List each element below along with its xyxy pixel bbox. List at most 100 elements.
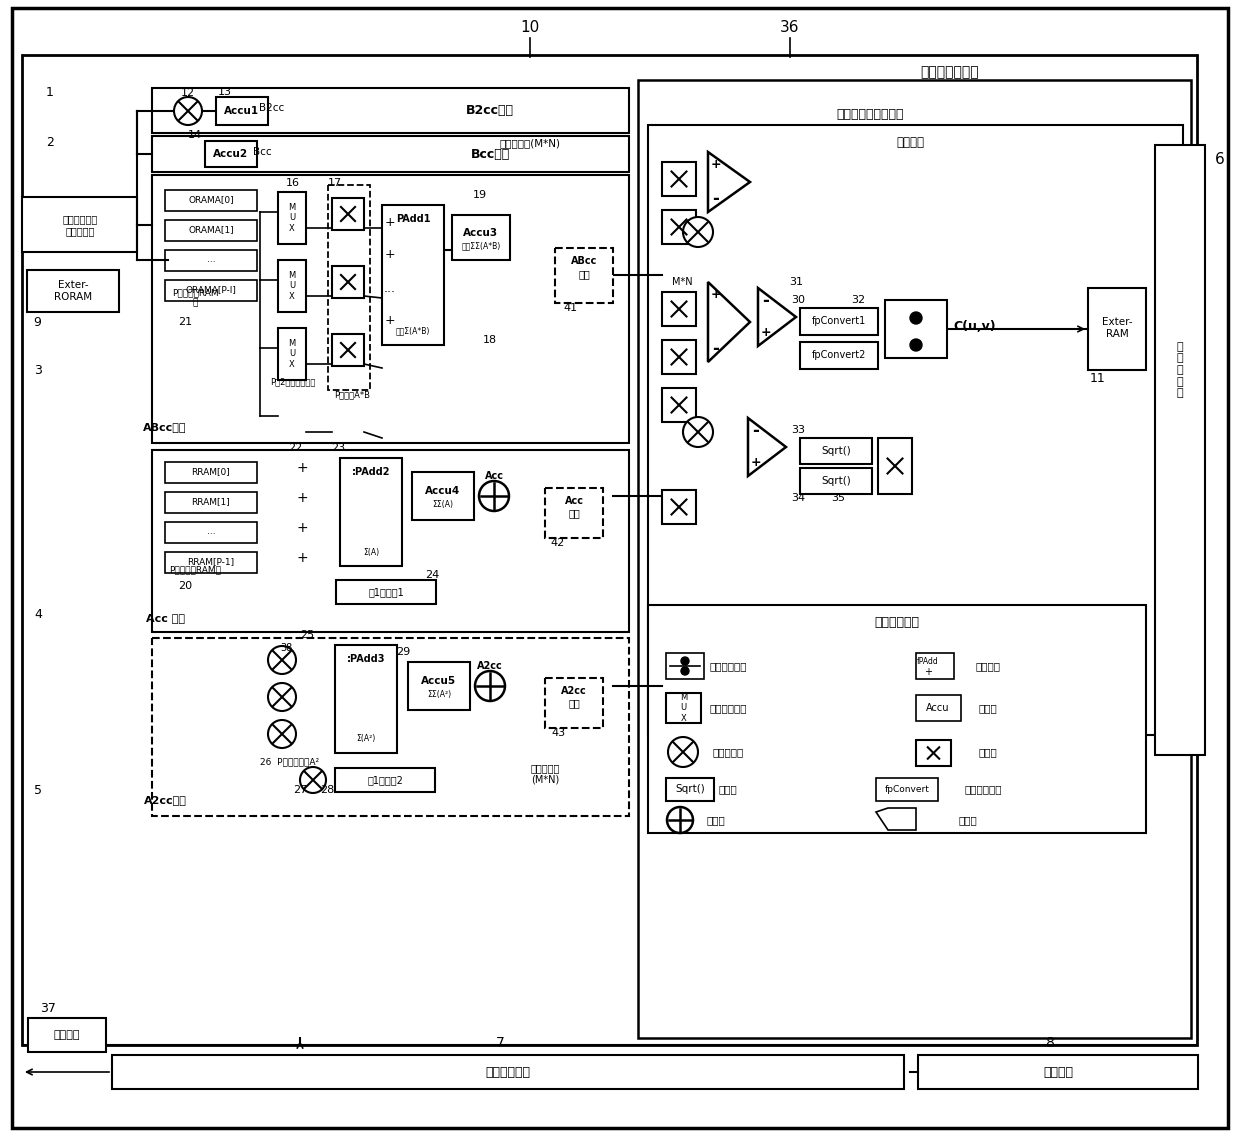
Text: 累加器: 累加器 [978, 702, 997, 713]
Text: 17: 17 [327, 178, 342, 188]
Text: +: + [711, 289, 722, 301]
Circle shape [268, 646, 296, 674]
Text: 38: 38 [280, 643, 293, 653]
Text: Σ(A): Σ(A) [363, 548, 379, 557]
Text: 28: 28 [320, 785, 334, 795]
Text: Accu5: Accu5 [422, 676, 456, 686]
Circle shape [681, 667, 689, 675]
Text: +: + [296, 521, 308, 535]
Text: 16: 16 [286, 178, 300, 188]
Text: -: - [763, 292, 770, 311]
Text: P个2输入多路选通: P个2输入多路选通 [270, 377, 316, 386]
Bar [453, 215, 510, 260]
Text: B2cc计算: B2cc计算 [466, 104, 515, 118]
Bar [332, 333, 365, 366]
Text: M
U
X: M U X [289, 272, 295, 301]
Text: 归一化相关系数计算: 归一化相关系数计算 [836, 109, 904, 121]
Bar [666, 693, 701, 723]
Bar [408, 662, 470, 711]
Bar [1087, 288, 1146, 370]
Bar [153, 136, 629, 172]
Bar [666, 653, 704, 678]
Text: RRAM[0]: RRAM[0] [192, 468, 231, 477]
Text: 模板图实时图
数据存储器: 模板图实时图 数据存储器 [62, 214, 98, 236]
Text: 33: 33 [791, 425, 805, 435]
Circle shape [268, 720, 296, 748]
Text: 19: 19 [472, 190, 487, 201]
Text: 6: 6 [1215, 152, 1225, 167]
Bar [639, 80, 1190, 1038]
Bar [22, 197, 136, 252]
Bar [662, 162, 696, 196]
Polygon shape [708, 282, 750, 362]
Text: 并加Σ(A*B): 并加Σ(A*B) [396, 327, 430, 336]
Bar [205, 141, 257, 167]
Text: Sqrt(): Sqrt() [675, 785, 704, 794]
Bar [336, 580, 436, 604]
Bar [662, 490, 696, 524]
Bar [165, 280, 257, 301]
Bar [662, 340, 696, 374]
Text: 18: 18 [482, 335, 497, 345]
Text: A2cc
缓冲: A2cc 缓冲 [562, 686, 587, 708]
Bar [666, 778, 714, 801]
Text: ΣΣ(A²): ΣΣ(A²) [427, 690, 451, 699]
Text: A2cc计算: A2cc计算 [144, 795, 186, 804]
Text: 求平方运算: 求平方运算 [712, 747, 744, 758]
Text: 34: 34 [791, 493, 805, 503]
Text: RRAM[1]: RRAM[1] [192, 497, 231, 507]
Bar [875, 778, 937, 801]
Text: 43: 43 [551, 728, 565, 738]
Text: fPAdd: fPAdd [918, 658, 939, 667]
Text: P个乘法A*B: P个乘法A*B [334, 391, 370, 400]
Text: ORAMA[1]: ORAMA[1] [188, 226, 234, 235]
Bar [22, 55, 1197, 1045]
Text: Accu: Accu [926, 702, 950, 713]
Bar [878, 438, 911, 494]
Bar [165, 190, 257, 211]
Text: fpConvert1: fpConvert1 [812, 316, 866, 327]
Text: 21: 21 [177, 317, 192, 327]
Text: Accu2: Accu2 [213, 149, 248, 159]
Text: 22: 22 [288, 444, 303, 453]
Text: 42: 42 [551, 537, 565, 548]
Circle shape [668, 737, 698, 767]
Bar [335, 768, 435, 792]
Text: +: + [711, 158, 722, 172]
Circle shape [300, 767, 326, 793]
Text: Exter-
RORAM: Exter- RORAM [53, 281, 92, 301]
Text: Exter-
RAM: Exter- RAM [1101, 317, 1132, 339]
Bar [916, 653, 954, 678]
Text: 各项操作图例: 各项操作图例 [874, 615, 920, 628]
Text: +: + [296, 461, 308, 474]
Text: +: + [384, 215, 396, 228]
Text: 35: 35 [831, 493, 844, 503]
Circle shape [683, 417, 713, 447]
Text: ABcc: ABcc [570, 256, 598, 266]
Bar [165, 462, 257, 482]
Text: +: + [384, 249, 396, 261]
Bar [165, 492, 257, 513]
Text: M
U
X: M U X [289, 203, 295, 233]
Bar [662, 388, 696, 422]
Circle shape [268, 683, 296, 711]
Circle shape [910, 312, 923, 324]
Bar [800, 468, 872, 494]
Circle shape [475, 672, 505, 701]
Text: 外部通信接口: 外部通信接口 [486, 1066, 531, 1078]
Text: 4: 4 [33, 609, 42, 621]
Bar [800, 308, 878, 335]
Text: +: + [760, 327, 771, 339]
Polygon shape [758, 288, 796, 346]
Bar [382, 205, 444, 345]
Text: 13: 13 [218, 87, 232, 97]
Text: :PAdd3: :PAdd3 [347, 654, 386, 664]
Text: 26  P个平方运算A²: 26 P个平方运算A² [260, 758, 320, 767]
Bar [112, 1055, 904, 1089]
Text: 32: 32 [851, 295, 866, 305]
Bar [340, 458, 402, 566]
Circle shape [667, 807, 693, 833]
Circle shape [683, 217, 713, 248]
Text: 模板图大小
(M*N): 模板图大小 (M*N) [531, 763, 559, 785]
Text: +: + [924, 667, 932, 677]
